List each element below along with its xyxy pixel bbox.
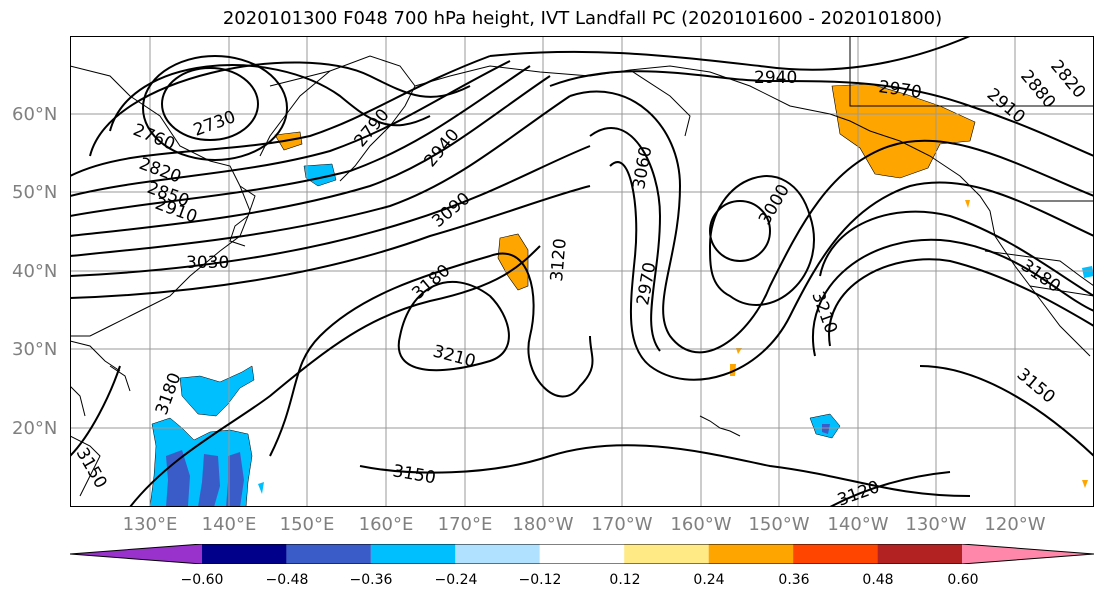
- contour-label: 3000: [755, 181, 794, 228]
- lon-label: 140°E: [201, 514, 257, 535]
- colorbar-tick: −0.24: [434, 572, 478, 588]
- ivt-positive-regions: [274, 83, 1088, 488]
- contour-label: 2940: [754, 68, 797, 88]
- lon-label: 170°E: [437, 514, 493, 535]
- lon-label: 170°W: [591, 514, 653, 535]
- contour-labels: 2760 2730 2790 2820 2850 2910 3030 2940 …: [72, 56, 1090, 507]
- contour-label: 2970: [633, 261, 660, 307]
- colorbar-segment: [370, 544, 456, 564]
- lat-label: 60°N: [12, 104, 58, 125]
- contour-label: 3150: [391, 461, 437, 488]
- lat-label: 50°N: [12, 182, 58, 203]
- contour-label: 3210: [431, 342, 478, 373]
- colorbar-segment: [286, 544, 371, 564]
- colorbar-segment: [539, 544, 625, 564]
- map-panel: 2760 2730 2790 2820 2850 2910 3030 2940 …: [70, 36, 1094, 507]
- lat-label: 40°N: [12, 261, 58, 282]
- colorbar-tick: 0.60: [947, 572, 979, 588]
- lon-label: 160°E: [358, 514, 414, 535]
- contour-label: 3150: [72, 445, 111, 492]
- lon-label: 160°W: [670, 514, 732, 535]
- colorbar-tick: 0.12: [609, 572, 641, 588]
- colorbar: [70, 544, 1094, 564]
- contour-label: 3150: [1013, 365, 1059, 408]
- map-canvas: 2760 2730 2790 2820 2850 2910 3030 2940 …: [70, 36, 1094, 507]
- colorbar-tick: −0.60: [180, 572, 224, 588]
- colorbar-segment: [793, 544, 878, 564]
- lon-label: 180°W: [512, 514, 574, 535]
- lat-label: 30°N: [12, 339, 58, 360]
- map-frame: [70, 36, 1094, 507]
- colorbar-segment: [708, 544, 794, 564]
- colorbar-segment: [624, 544, 709, 564]
- map-title: 2020101300 F048 700 hPa height, IVT Land…: [222, 8, 943, 29]
- contour-label: 3060: [629, 145, 656, 191]
- ivt-negative-regions: [149, 163, 1094, 507]
- colorbar-tick: −0.12: [518, 572, 562, 588]
- colorbar-tick: −0.36: [349, 572, 393, 588]
- colorbar-segments: [70, 544, 1094, 564]
- colorbar-segment: [962, 544, 1094, 564]
- colorbar-tick: −0.48: [265, 572, 309, 588]
- colorbar-segment: [202, 544, 287, 564]
- lon-label: 130°W: [905, 514, 967, 535]
- colorbar-tick: 0.48: [862, 572, 894, 588]
- colorbar-tick: 0.36: [778, 572, 810, 588]
- contour-label: 3120: [547, 238, 571, 283]
- lon-label: 130°E: [122, 514, 178, 535]
- contour-label: 3180: [152, 370, 186, 417]
- lon-label: 150°W: [748, 514, 810, 535]
- lon-label: 120°W: [984, 514, 1046, 535]
- colorbar-segment: [70, 544, 202, 564]
- colorbar-tick: 0.24: [693, 572, 725, 588]
- lon-label: 140°W: [827, 514, 889, 535]
- lat-label: 20°N: [12, 418, 58, 439]
- height-contours: [70, 36, 1094, 507]
- colorbar-segment: [455, 544, 540, 564]
- colorbar-segment: [877, 544, 962, 564]
- contour-label: 3030: [186, 253, 229, 273]
- contour-label: 2940: [421, 125, 464, 171]
- lon-label: 150°E: [279, 514, 335, 535]
